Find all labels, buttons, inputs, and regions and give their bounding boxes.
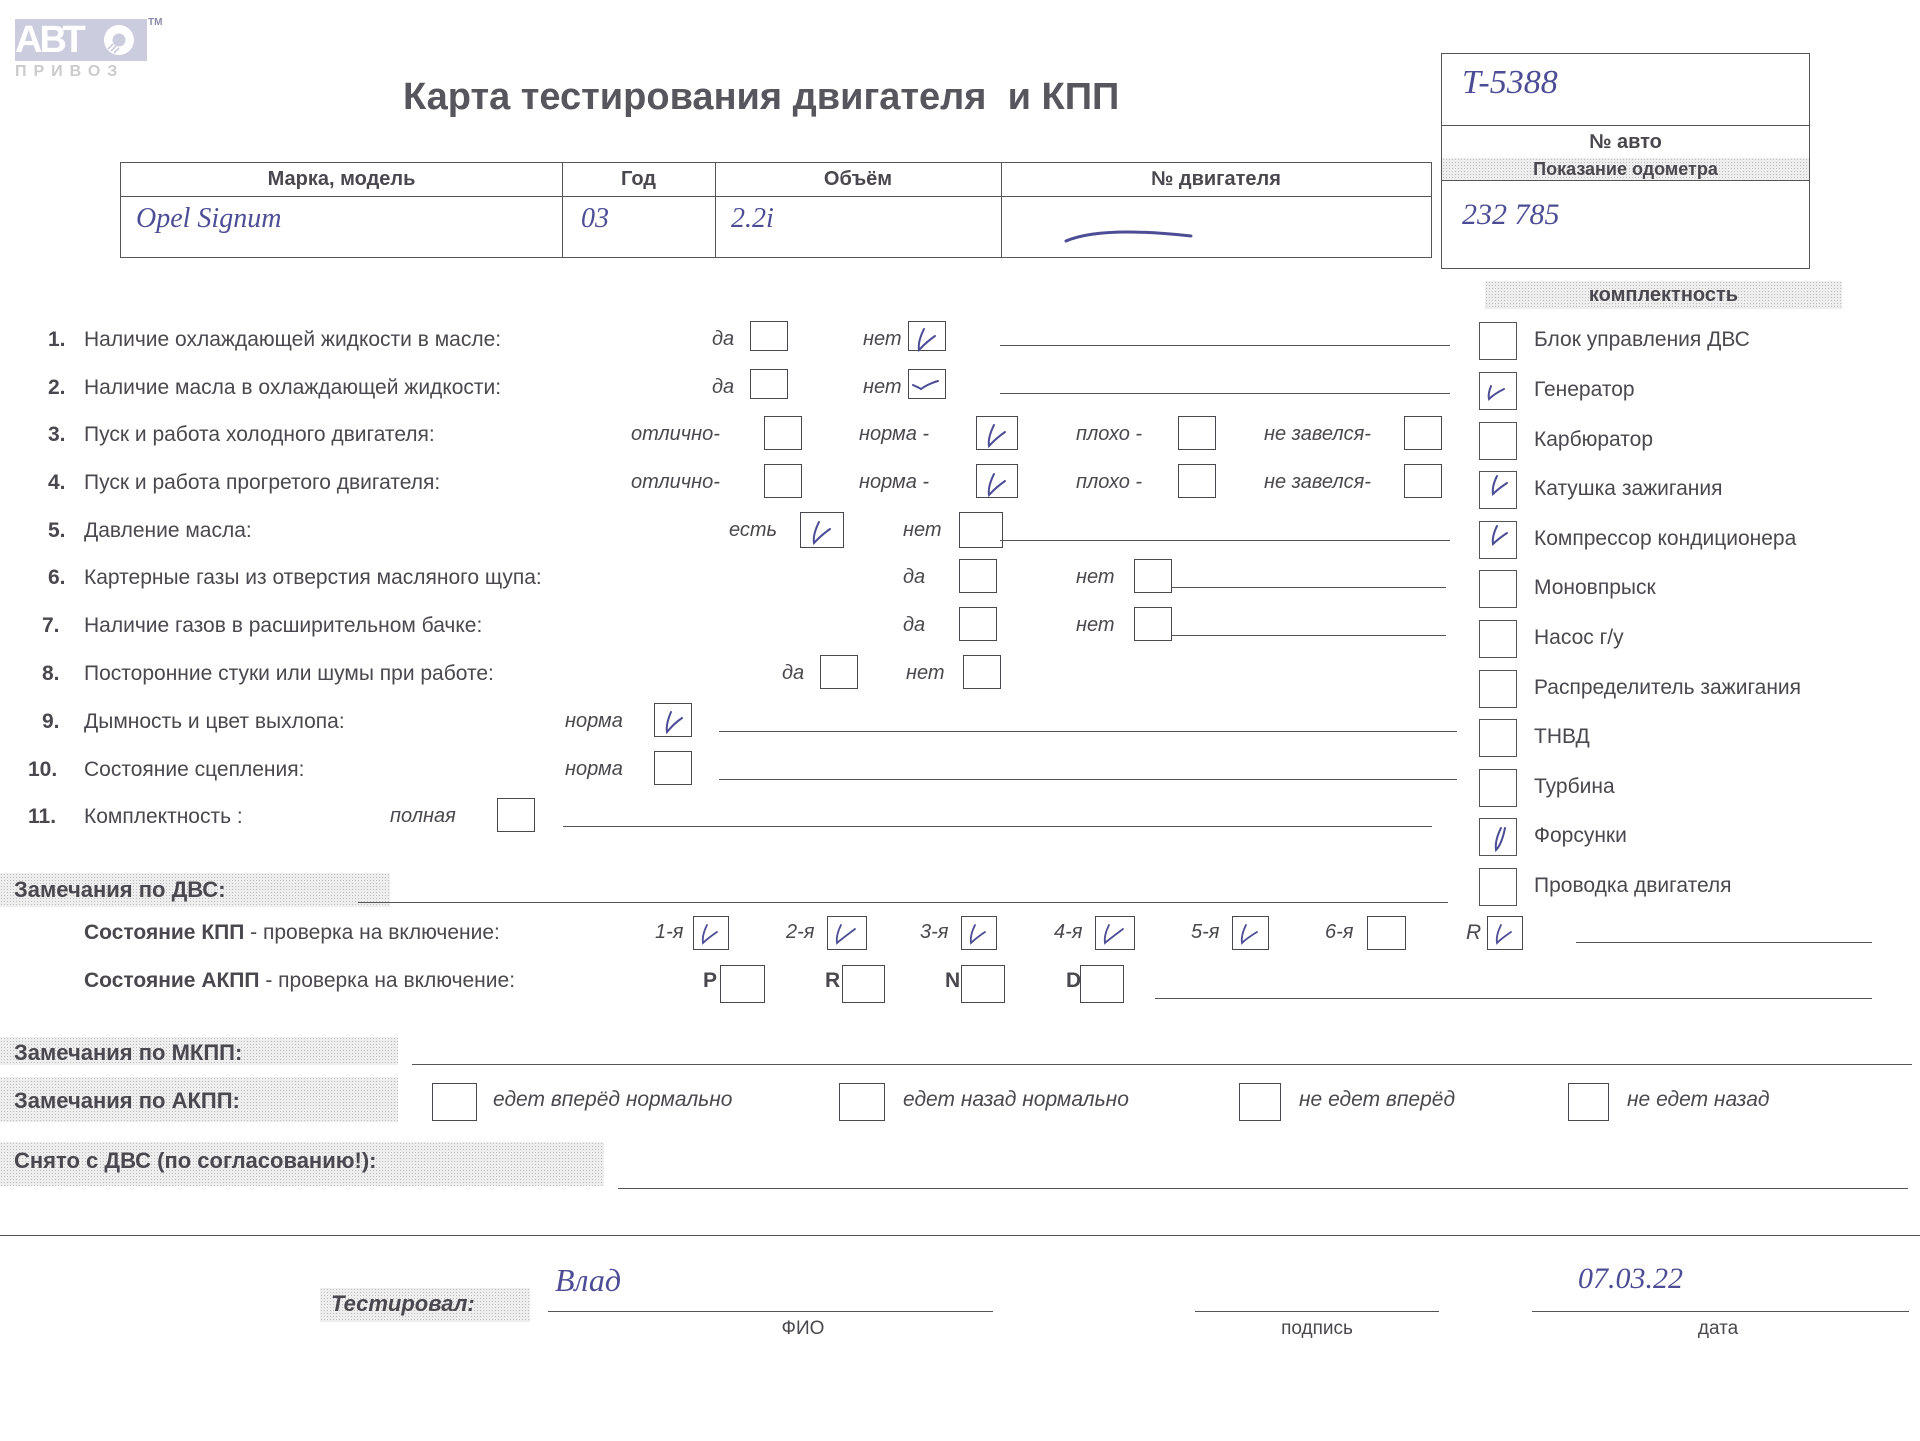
svg-text:АВТ: АВТ: [15, 19, 85, 61]
